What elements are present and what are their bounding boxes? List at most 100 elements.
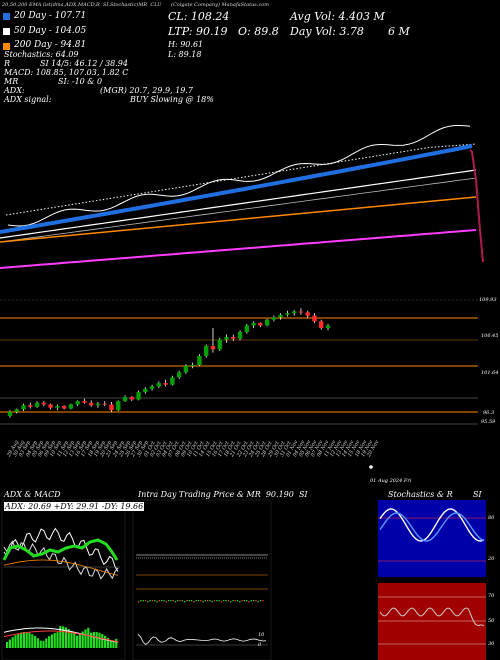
rsi-value: SI 14/5: 46.12 / 38.94 bbox=[40, 59, 128, 68]
candle-body bbox=[95, 403, 101, 406]
candle-body bbox=[183, 365, 189, 373]
price-axis-label: 109.93 bbox=[479, 297, 497, 303]
candle-body bbox=[136, 392, 141, 400]
main-price-chart bbox=[0, 125, 484, 469]
macd-histogram-bar bbox=[87, 627, 90, 648]
macd-histogram-bar bbox=[73, 633, 76, 648]
intraday-tick bbox=[248, 601, 250, 603]
candle-body bbox=[291, 311, 297, 314]
intraday-tick bbox=[250, 600, 252, 602]
adx-strength-line bbox=[2, 538, 119, 561]
macd-histogram-bar bbox=[53, 633, 56, 648]
adx-values: (MGR) 20.7, 29.9, 19.7 bbox=[100, 86, 193, 95]
intraday-axis-label: 10 bbox=[258, 632, 265, 638]
intraday-tick bbox=[257, 601, 259, 603]
ema20-line bbox=[0, 144, 473, 234]
intraday-tick bbox=[193, 601, 195, 603]
intraday-tick bbox=[149, 600, 151, 602]
price-axis-label: 106.45 bbox=[481, 333, 499, 339]
intraday-tick bbox=[138, 601, 140, 603]
intraday-tick bbox=[209, 600, 211, 602]
macd-value: MACD: 108.85, 107.03, 1.82 C bbox=[4, 68, 129, 77]
intraday-tick bbox=[255, 600, 257, 602]
candle-body bbox=[224, 337, 229, 340]
ema-dotted-line bbox=[5, 143, 477, 216]
ema200-swatch-icon bbox=[3, 43, 10, 50]
intraday-tick bbox=[216, 600, 218, 602]
candle-body bbox=[55, 406, 60, 408]
intraday-tick bbox=[202, 601, 204, 603]
macd-histogram-bar bbox=[11, 637, 14, 648]
intraday-axis-label: 0 bbox=[258, 642, 262, 648]
macd-histogram-bar bbox=[36, 638, 39, 648]
header-title: 20,50,200 EMA list(dma,ADX,MACD,R SI,Sto… bbox=[2, 2, 270, 8]
intraday-tick bbox=[230, 601, 232, 603]
macd-histogram-bar bbox=[81, 631, 84, 648]
plus-di-line bbox=[3, 527, 119, 572]
candle-body bbox=[122, 397, 128, 402]
ema50-swatch-icon bbox=[3, 28, 10, 35]
macd-histogram-bar bbox=[95, 632, 98, 648]
stochastics-title: Stochastics & R SI bbox=[388, 490, 482, 499]
adx-label: ADX: bbox=[4, 86, 25, 95]
macd-histogram-bar bbox=[45, 638, 48, 648]
candle-body bbox=[34, 402, 40, 407]
candle-body bbox=[41, 402, 47, 405]
macd-histogram-bar bbox=[22, 632, 25, 648]
candle-body bbox=[285, 313, 290, 315]
stoch-axis-label: 80 bbox=[488, 515, 495, 521]
macd-histogram-bar bbox=[78, 633, 81, 648]
intraday-tick bbox=[165, 601, 167, 603]
ema20-swatch-icon bbox=[3, 13, 10, 20]
candle-body bbox=[149, 386, 155, 389]
candle-body bbox=[102, 403, 107, 405]
intraday-tick bbox=[236, 600, 239, 602]
intraday-tick bbox=[195, 600, 197, 602]
candle-body bbox=[82, 401, 87, 403]
macd-histogram-bar bbox=[56, 632, 59, 648]
candle-body bbox=[258, 323, 263, 326]
macd-histogram-bar bbox=[50, 634, 53, 648]
candle-body bbox=[298, 311, 304, 313]
candle-body bbox=[244, 325, 250, 333]
macd-histogram-bar bbox=[109, 640, 112, 648]
intraday-tick bbox=[262, 600, 264, 602]
macd-histogram-bar bbox=[90, 632, 93, 648]
intraday-tick bbox=[144, 600, 147, 602]
candle-body bbox=[14, 409, 19, 412]
candle-body bbox=[217, 339, 222, 350]
macd-histogram-bar bbox=[39, 640, 42, 648]
candle-body bbox=[163, 383, 168, 385]
intraday-tick bbox=[218, 600, 220, 602]
macd-histogram-bar bbox=[20, 632, 23, 648]
intraday-tick bbox=[241, 600, 243, 602]
macd-signal-line bbox=[3, 630, 119, 643]
intraday-tick bbox=[213, 600, 216, 602]
macd-histogram-bar bbox=[17, 633, 20, 648]
intraday-tick bbox=[232, 600, 234, 602]
macd-histogram-bar bbox=[76, 635, 79, 648]
intraday-tick bbox=[156, 601, 158, 603]
intraday-title: Intra Day Trading Price & MR 90.190 SI bbox=[138, 490, 308, 499]
price-axis-label: 95.59 bbox=[481, 419, 496, 425]
ema50-line bbox=[0, 169, 477, 239]
intraday-tick bbox=[211, 601, 213, 603]
ema200-line bbox=[0, 196, 477, 243]
stoch-axis-label: 70 bbox=[488, 593, 495, 599]
intraday-tick bbox=[190, 600, 193, 602]
candle-body bbox=[7, 411, 13, 416]
adx-line bbox=[3, 559, 119, 576]
candle-body bbox=[190, 364, 195, 366]
long-term-line bbox=[0, 229, 477, 269]
intraday-tick bbox=[227, 600, 229, 602]
candle-body bbox=[204, 346, 209, 356]
adx-values-readout: ADX: 20.69 +DY: 29.91 -DY: 19.66 bbox=[4, 502, 145, 511]
intraday-tick bbox=[140, 600, 142, 602]
macd-histogram-bar bbox=[59, 626, 62, 648]
candle-body bbox=[143, 388, 148, 393]
rsi-panel-bg bbox=[378, 583, 486, 660]
mrsi-value: SI: -10 & 0 bbox=[58, 77, 103, 86]
intraday-tick bbox=[207, 600, 209, 602]
candle-body bbox=[264, 319, 270, 326]
macd-histogram-bar bbox=[92, 632, 95, 648]
